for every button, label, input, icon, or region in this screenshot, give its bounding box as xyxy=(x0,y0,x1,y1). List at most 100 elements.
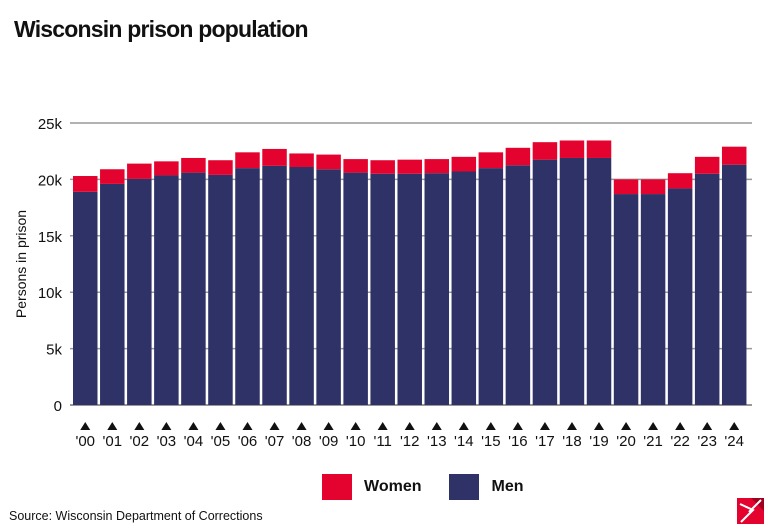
legend-women: Women xyxy=(322,474,421,500)
x-tick-label: '16 xyxy=(508,433,528,450)
bar-men xyxy=(640,194,666,405)
bar-women xyxy=(100,169,125,184)
publisher-logo-icon xyxy=(737,498,764,524)
bar-women xyxy=(262,148,287,166)
tick-triangle-icon xyxy=(458,422,469,430)
tick-triangle-icon xyxy=(675,422,686,430)
bar-women xyxy=(640,179,666,195)
bar-men xyxy=(127,178,152,405)
x-tick-label: '11 xyxy=(373,433,391,450)
bar-women xyxy=(316,154,341,170)
bar-women xyxy=(289,153,314,167)
tick-triangle-icon xyxy=(702,422,713,430)
tick-triangle-icon xyxy=(539,422,550,430)
tick-triangle-icon xyxy=(566,422,577,430)
x-tick-label: '01 xyxy=(103,433,123,450)
y-tick-label: 25k xyxy=(38,116,63,133)
bar-women xyxy=(667,173,693,189)
x-tick-label: '06 xyxy=(238,433,258,450)
legend-men: Men xyxy=(449,474,523,500)
x-tick-label: '23 xyxy=(697,433,717,450)
legend-label-women: Women xyxy=(364,478,422,495)
bar-men xyxy=(424,173,450,405)
y-tick-label: 5k xyxy=(46,342,62,359)
tick-triangle-icon xyxy=(134,422,145,430)
x-tick-label: '24 xyxy=(724,433,744,450)
bar-women xyxy=(694,156,720,174)
legend: Women Men xyxy=(322,474,551,500)
x-tick-label: '00 xyxy=(75,433,95,450)
x-tick-label: '05 xyxy=(211,433,231,450)
bar-women xyxy=(586,140,612,158)
x-tick-label: '17 xyxy=(535,433,555,450)
bar-men xyxy=(154,175,179,405)
bar-men xyxy=(694,173,720,405)
legend-swatch-women xyxy=(322,474,352,500)
bar-men xyxy=(235,168,260,405)
x-tick-label: '19 xyxy=(589,433,609,450)
x-tick-label: '12 xyxy=(400,433,420,450)
bar-men xyxy=(532,159,558,405)
bar-men xyxy=(73,191,98,405)
bar-men xyxy=(667,188,693,405)
chart-title: Wisconsin prison population xyxy=(14,16,309,42)
x-tick-label: '22 xyxy=(670,433,690,450)
bar-men xyxy=(100,183,125,405)
bar-women xyxy=(343,159,368,173)
legend-swatch-men xyxy=(449,474,480,500)
bar-women xyxy=(721,146,747,165)
tick-triangle-icon xyxy=(512,422,523,430)
x-tick-label: '15 xyxy=(481,433,501,450)
legend-label-men: Men xyxy=(491,478,524,495)
tick-triangle-icon xyxy=(269,422,280,430)
bar-men xyxy=(208,174,233,405)
tick-triangle-icon xyxy=(404,422,415,430)
bar-men xyxy=(181,172,206,405)
bar-women xyxy=(181,157,206,173)
stacked-bar-chart: 0 5k 10k 15k 20k 25k Persons in prison '00 '01 '0… xyxy=(13,116,752,450)
bar-men xyxy=(370,173,395,405)
x-tick-label: '08 xyxy=(292,433,312,450)
tick-triangle-icon xyxy=(621,422,632,430)
bar-women xyxy=(424,159,450,174)
tick-triangle-icon xyxy=(350,422,361,430)
bar-women xyxy=(370,160,395,174)
x-tick-label: '10 xyxy=(346,433,366,450)
tick-triangle-icon xyxy=(377,422,388,430)
tick-triangle-icon xyxy=(161,422,172,430)
x-tick-label: '02 xyxy=(130,433,150,450)
x-tick-label: '14 xyxy=(454,433,474,450)
bar-women xyxy=(532,142,558,160)
bar-women xyxy=(154,161,179,176)
bar-men xyxy=(478,168,504,405)
x-tick-label: '04 xyxy=(184,433,204,450)
x-tick-label: '13 xyxy=(427,433,447,450)
bar-women xyxy=(397,159,422,174)
tick-triangle-icon xyxy=(188,422,199,430)
bar-men xyxy=(397,173,422,405)
bar-men xyxy=(586,157,612,405)
bar-men xyxy=(451,171,477,405)
tick-triangle-icon xyxy=(107,422,118,430)
bar-women xyxy=(127,163,152,179)
y-tick-label: 0 xyxy=(54,398,62,415)
tick-triangle-icon xyxy=(323,422,334,430)
bar-men xyxy=(262,165,287,405)
x-tick-label: '20 xyxy=(616,433,636,450)
tick-triangle-icon xyxy=(296,422,307,430)
y-tick-label: 15k xyxy=(38,229,63,246)
bar-women xyxy=(235,152,260,169)
tick-triangle-icon xyxy=(648,422,659,430)
bar-men xyxy=(316,169,341,405)
bar-men xyxy=(289,166,314,405)
bar-men xyxy=(505,165,531,405)
tick-triangle-icon xyxy=(485,422,496,430)
bar-women xyxy=(505,147,531,166)
bar-women xyxy=(559,140,585,158)
tick-triangle-icon xyxy=(431,422,442,430)
bar-women xyxy=(451,156,477,172)
bar-women xyxy=(208,160,233,175)
tick-triangle-icon xyxy=(594,422,605,430)
x-tick-label: '21 xyxy=(643,433,663,450)
x-tick-label: '03 xyxy=(157,433,177,450)
